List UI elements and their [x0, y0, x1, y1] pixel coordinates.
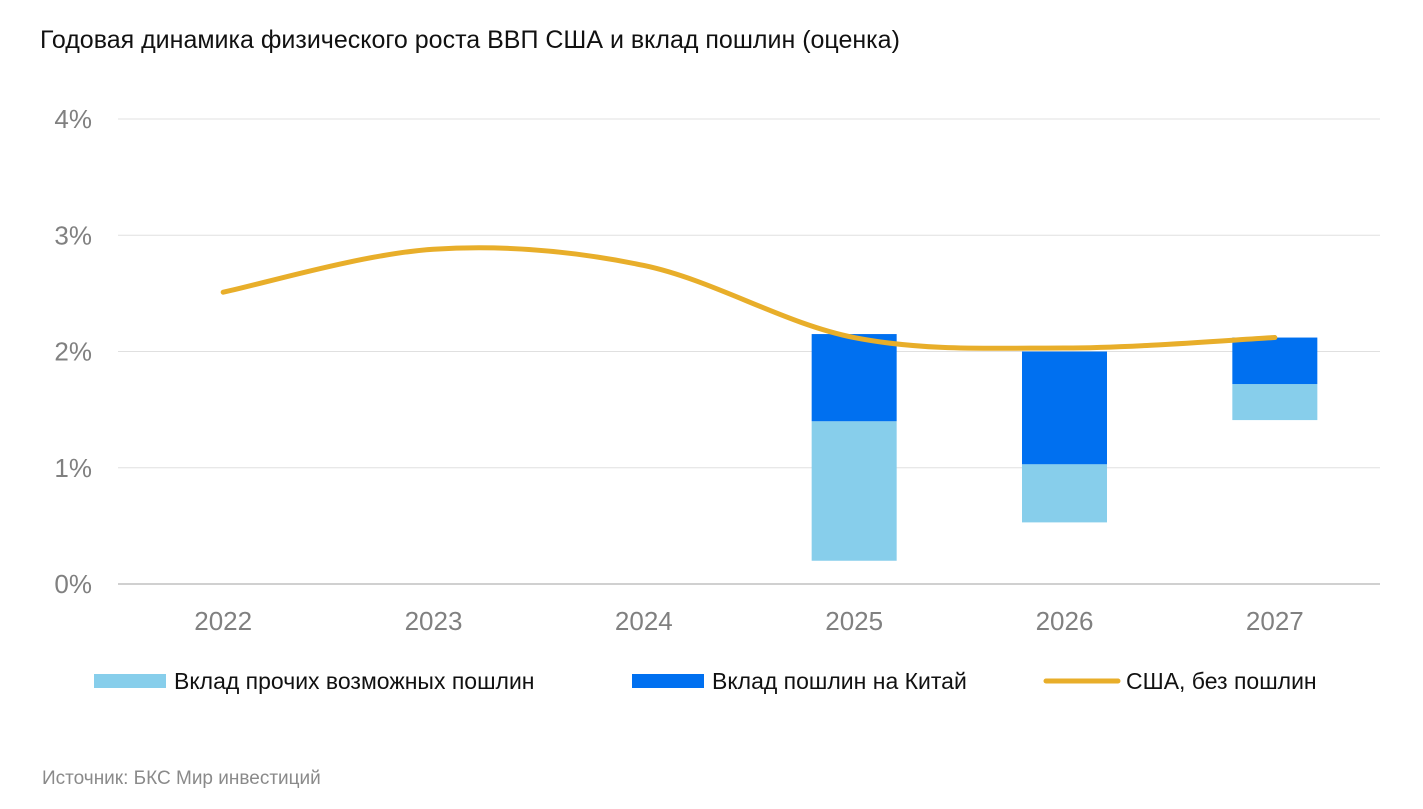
bar — [1232, 337, 1318, 385]
bar — [1232, 384, 1318, 421]
legend-swatch — [632, 674, 704, 688]
x-tick-label: 2027 — [1246, 606, 1304, 636]
bar — [811, 334, 897, 422]
y-tick-label: 0% — [54, 569, 92, 599]
line-series — [220, 245, 1278, 351]
x-tick-label: 2025 — [825, 606, 883, 636]
legend-label: Вклад прочих возможных пошлин — [174, 668, 535, 694]
y-tick-label: 3% — [54, 220, 92, 250]
source-note: Источник: БКС Мир инвестиций — [42, 768, 321, 789]
y-tick-label: 4% — [54, 104, 92, 134]
x-tick-label: 2026 — [1036, 606, 1094, 636]
chart-title: Годовая динамика физического роста ВВП С… — [40, 26, 900, 54]
bar — [1022, 464, 1107, 523]
x-tick-label: 2024 — [615, 606, 673, 636]
y-tick-label: 1% — [54, 453, 92, 483]
bar — [811, 421, 897, 561]
x-tick-label: 2023 — [405, 606, 463, 636]
legend-label: Вклад пошлин на Китай — [712, 668, 967, 694]
bar — [1022, 351, 1107, 465]
y-tick-label: 2% — [54, 337, 92, 367]
legend-label: США, без пошлин — [1126, 668, 1317, 694]
legend-swatch — [94, 674, 166, 688]
x-tick-label: 2022 — [194, 606, 252, 636]
